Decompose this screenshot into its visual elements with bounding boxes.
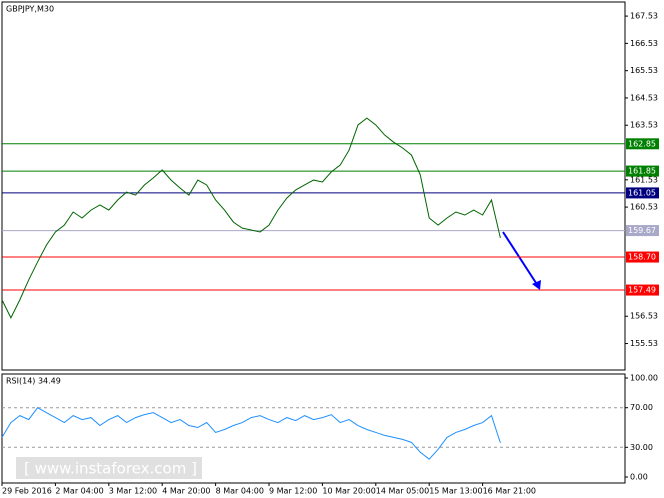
x-tick-label: 8 Mar 04:00 xyxy=(216,487,264,496)
level-label-bg xyxy=(626,225,659,237)
level-label: 162.85 xyxy=(628,139,656,148)
y-tick-label: 161.53 xyxy=(630,175,658,184)
level-label: 159.67 xyxy=(628,226,656,235)
level-label-bg xyxy=(626,165,659,177)
y-tick-label: 165.53 xyxy=(630,66,658,75)
level-label: 161.85 xyxy=(628,167,656,176)
rsi-title: RSI(14) 34.49 xyxy=(6,377,61,386)
x-tick-label: 29 Feb 2016 xyxy=(2,487,52,496)
y-tick-label: 70.00 xyxy=(630,403,653,412)
x-tick-label: 10 Mar 20:00 xyxy=(322,487,375,496)
price-panel xyxy=(1,1,626,371)
level-label-bg xyxy=(626,284,659,296)
y-tick-label: 0.00 xyxy=(630,473,648,482)
y-tick-label: 156.53 xyxy=(630,312,658,321)
level-label-bg xyxy=(626,251,659,263)
chart-title: GBPJPY,M30 xyxy=(6,5,54,14)
x-tick-label: 16 Mar 21:00 xyxy=(483,487,536,496)
y-tick-label: 163.53 xyxy=(630,121,658,130)
x-tick-label: 15 Mar 13:00 xyxy=(429,487,482,496)
x-tick-label: 14 Mar 05:00 xyxy=(376,487,429,496)
series-line xyxy=(1,407,501,460)
y-tick-label: 30.00 xyxy=(630,443,653,452)
x-tick-label: 4 Mar 20:00 xyxy=(162,487,210,496)
y-tick-label: 167.53 xyxy=(630,12,658,21)
level-label: 161.05 xyxy=(628,188,656,197)
level-label-bg xyxy=(626,138,659,150)
y-tick-label: 164.53 xyxy=(630,93,658,102)
level-label: 158.70 xyxy=(628,253,656,262)
x-tick-label: 3 Mar 12:00 xyxy=(109,487,157,496)
watermark: [ www.instaforex.com ] xyxy=(24,460,197,478)
x-tick-label: 9 Mar 12:00 xyxy=(269,487,317,496)
y-tick-label: 166.53 xyxy=(630,39,658,48)
watermark-box xyxy=(16,457,202,479)
y-tick-label: 160.53 xyxy=(630,203,658,212)
series-line xyxy=(1,117,501,320)
y-tick-label: 155.53 xyxy=(630,339,658,348)
x-tick-label: 2 Mar 04:00 xyxy=(55,487,103,496)
forecast-arrow xyxy=(502,231,539,287)
y-tick-label: 100.00 xyxy=(630,374,658,383)
arrow-head xyxy=(532,280,541,290)
level-label: 157.49 xyxy=(628,286,656,295)
level-label-bg xyxy=(626,187,659,199)
